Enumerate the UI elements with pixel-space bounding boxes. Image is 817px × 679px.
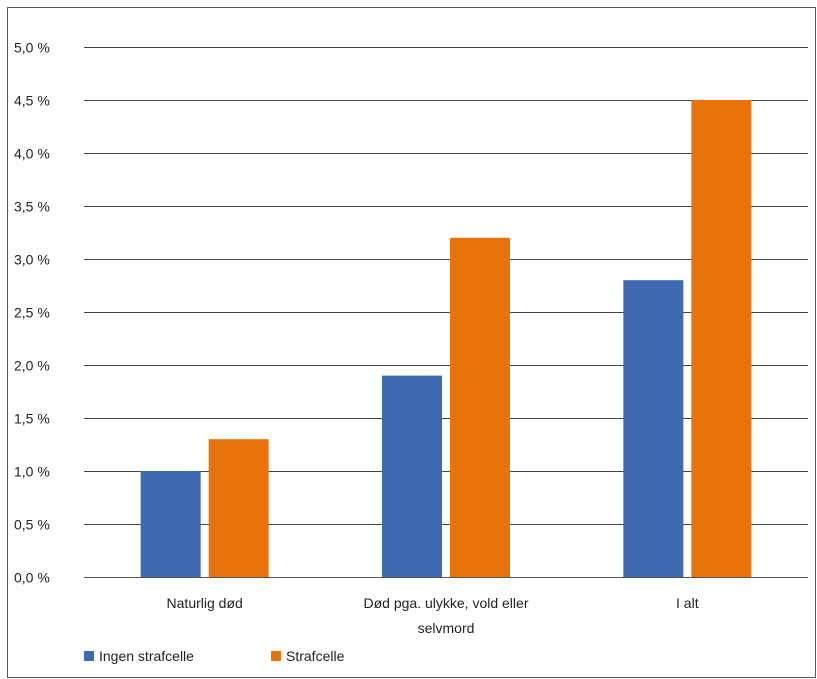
y-tick-label: 4,5 % <box>14 93 50 109</box>
y-tick-label: 2,0 % <box>14 358 50 374</box>
x-category-label: I alt <box>676 595 699 611</box>
bar-ingen-strafcelle <box>382 375 442 577</box>
legend: Ingen strafcelle Strafcelle <box>84 648 345 664</box>
x-category-label: Død pga. ulykke, vold eller selvmord <box>364 595 529 636</box>
y-tick-label: 3,5 % <box>14 199 50 215</box>
x-category-label-line: I alt <box>676 595 699 611</box>
x-category-label-line: Naturlig død <box>167 595 243 611</box>
y-axis-ticks: 0,0 % 0,5 % 1,0 % 1,5 % 2,0 % 2,5 % 3,0 % 3,5 %… <box>14 40 50 586</box>
legend-swatch <box>84 651 94 661</box>
legend-swatch <box>271 651 281 661</box>
x-category-label: Naturlig død <box>167 595 243 611</box>
y-tick-label: 3,0 % <box>14 252 50 268</box>
x-axis-category-labels: Naturlig død Død pga. ulykke, vold eller s… <box>167 595 699 636</box>
y-tick-label: 0,0 % <box>14 570 50 586</box>
y-tick-label: 2,5 % <box>14 305 50 321</box>
x-category-label-line: Død pga. ulykke, vold eller <box>364 595 529 611</box>
y-tick-label: 4,0 % <box>14 146 50 162</box>
bar-strafcelle <box>450 237 510 578</box>
bar-strafcelle <box>691 100 752 577</box>
gridlines <box>84 47 808 578</box>
y-tick-label: 0,5 % <box>14 517 50 533</box>
bar-strafcelle <box>208 439 269 577</box>
legend-label: Ingen strafcelle <box>99 648 194 664</box>
bar-ingen-strafcelle <box>623 280 684 577</box>
x-category-label-line: selvmord <box>418 620 475 636</box>
y-tick-label: 1,5 % <box>14 411 50 427</box>
bar-ingen-strafcelle <box>140 471 201 577</box>
bars <box>140 100 752 578</box>
y-tick-label: 1,0 % <box>14 464 50 480</box>
legend-label: Strafcelle <box>286 648 345 664</box>
y-tick-label: 5,0 % <box>14 40 50 56</box>
